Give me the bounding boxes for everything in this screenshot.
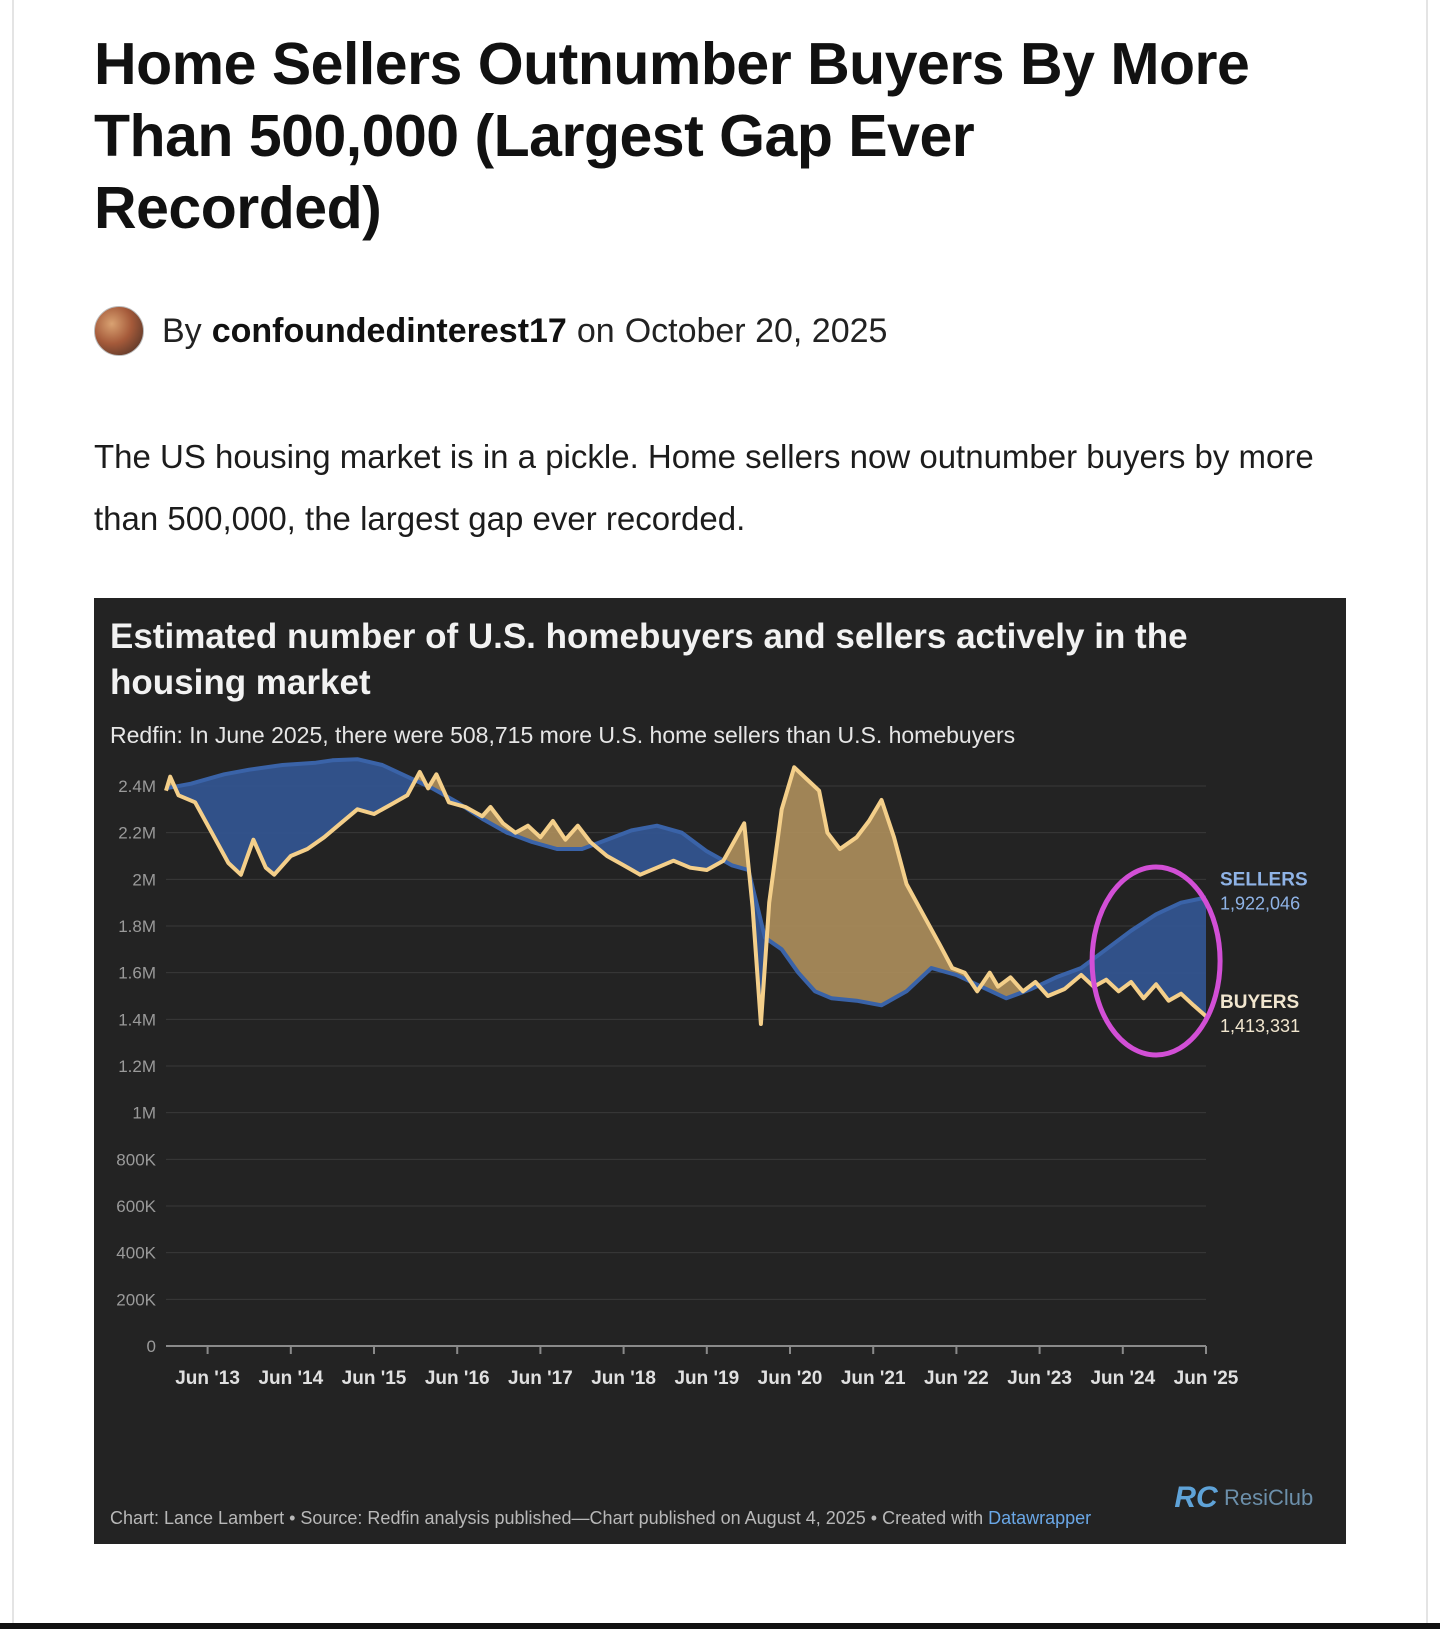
publish-date: October 20, 2025 — [624, 311, 888, 350]
resiclub-logo-icon: RC — [1174, 1481, 1218, 1514]
chart-title: Estimated number of U.S. homebuyers and … — [110, 617, 1188, 702]
page-frame-left — [12, 0, 14, 1629]
y-tick-label: 1.2M — [118, 1057, 156, 1076]
x-tick-label: Jun '13 — [175, 1368, 240, 1389]
buyers-gap-area — [767, 768, 972, 1006]
byline-on: on — [576, 311, 615, 350]
series-end-value: 1,413,331 — [1220, 1016, 1300, 1036]
sellers-gap-area — [594, 825, 725, 875]
x-tick-label: Jun '17 — [508, 1368, 573, 1389]
sellers-gap-area — [1039, 897, 1206, 1017]
x-tick-label: Jun '20 — [758, 1368, 823, 1389]
bottom-rule — [0, 1623, 1440, 1629]
y-tick-label: 400K — [116, 1244, 156, 1263]
x-tick-label: Jun '19 — [674, 1368, 739, 1389]
article-title: Home Sellers Outnumber Buyers By More Th… — [94, 31, 1250, 241]
series-end-value: 1,922,046 — [1220, 894, 1300, 914]
y-tick-label: 1.8M — [118, 917, 156, 936]
series-name-label: SELLERS — [1220, 870, 1308, 891]
chart-plot: 2.4M 2.2M 2M 1.8M 1.6M 1.4M 1.2M 1M 800K 600K 400K… — [116, 757, 1308, 1389]
highlight-circle — [1089, 864, 1223, 1058]
article: Home Sellers Outnumber Buyers By More Th… — [94, 28, 1354, 583]
page-frame-right — [1426, 0, 1428, 1629]
x-tick-label: Jun '22 — [924, 1368, 989, 1389]
x-tick-label: Jun '21 — [841, 1368, 906, 1389]
author-link[interactable]: confoundedinterest17 — [211, 311, 567, 350]
chart-credit: Chart: Lance Lambert • Source: Redfin an… — [110, 1508, 989, 1528]
y-tick-label: 1.6M — [118, 964, 156, 983]
x-tick-label: Jun '23 — [1007, 1368, 1072, 1389]
y-tick-label: 1M — [132, 1104, 156, 1123]
y-tick-label: 800K — [116, 1150, 156, 1169]
article-lede: The US housing market is in a pickle. Ho… — [94, 438, 1314, 537]
chart-subtitle: Redfin: In June 2025, there were 508,715… — [110, 722, 1016, 748]
x-tick-label: Jun '25 — [1174, 1368, 1239, 1389]
chart-footer: Chart: Lance Lambert • Source: Redfin an… — [110, 1508, 1091, 1529]
y-tick-label: 1.4M — [118, 1010, 156, 1029]
y-tick-label: 2M — [132, 870, 156, 889]
x-tick-label: Jun '14 — [258, 1368, 323, 1389]
y-tick-label: 2.4M — [118, 777, 156, 796]
y-tick-label: 2.2M — [118, 824, 156, 843]
y-tick-label: 0 — [147, 1337, 156, 1356]
buyers-line — [164, 765, 1208, 1026]
y-tick-label: 200K — [116, 1290, 156, 1309]
datawrapper-link[interactable]: Datawrapper — [988, 1508, 1092, 1528]
byline-prefix: By — [162, 311, 202, 350]
y-tick-label: 600K — [116, 1197, 156, 1216]
series-name-label: BUYERS — [1220, 992, 1299, 1013]
resiclub-logo: RC ResiClub — [1174, 1476, 1313, 1520]
chart-image: Estimated number of U.S. homebuyers and … — [94, 598, 1346, 1544]
x-tick-label: Jun '18 — [591, 1368, 656, 1389]
resiclub-logo-text: ResiClub — [1224, 1485, 1314, 1510]
x-tick-label: Jun '16 — [425, 1368, 490, 1389]
byline: By confoundedinterest17 on October 20, 2… — [94, 306, 1354, 356]
x-tick-label: Jun '24 — [1090, 1368, 1155, 1389]
author-avatar[interactable] — [94, 306, 144, 356]
x-tick-label: Jun '15 — [342, 1368, 407, 1389]
sellers-gap-area — [174, 759, 416, 875]
